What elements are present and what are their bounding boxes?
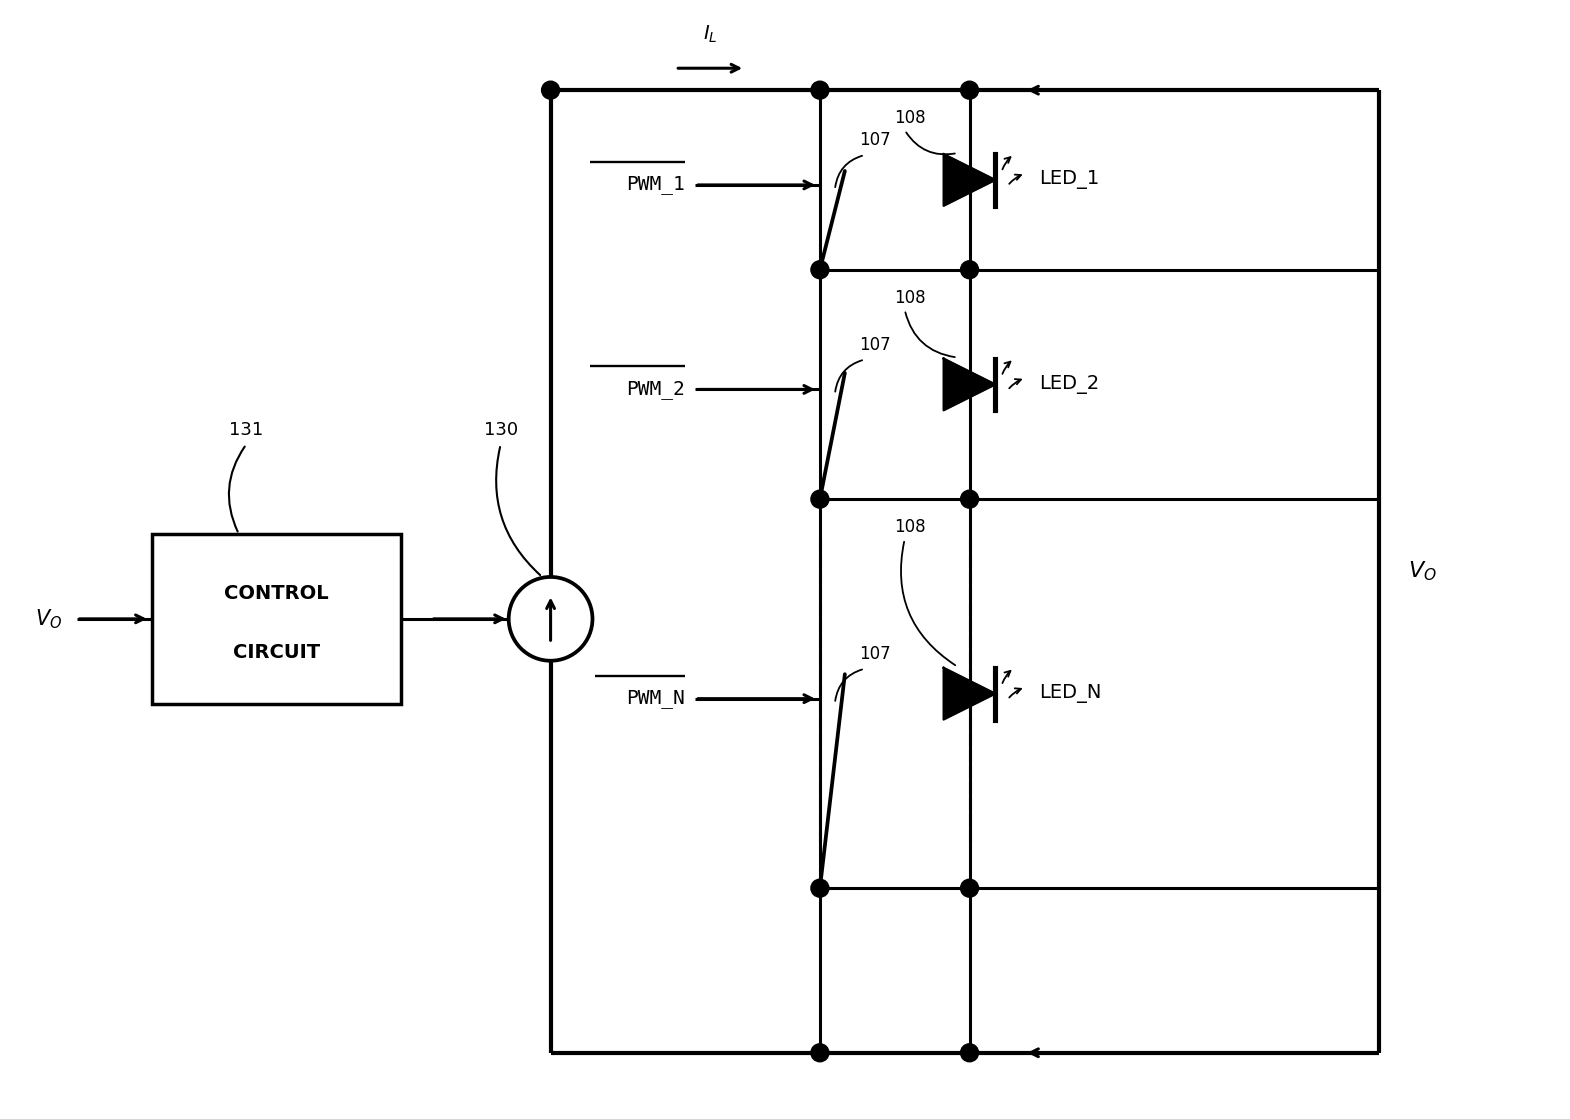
Circle shape [812, 261, 829, 279]
Text: LED_N: LED_N [1039, 684, 1102, 703]
Text: 107: 107 [859, 645, 890, 662]
Circle shape [961, 82, 978, 100]
Text: 131: 131 [229, 421, 264, 440]
FancyBboxPatch shape [152, 534, 400, 704]
Polygon shape [944, 154, 995, 206]
Circle shape [961, 261, 978, 279]
Text: PWM_1: PWM_1 [626, 176, 685, 195]
Text: 107: 107 [859, 336, 890, 354]
Polygon shape [944, 358, 995, 411]
Circle shape [961, 880, 978, 897]
Text: LED_2: LED_2 [1039, 375, 1099, 394]
Circle shape [542, 82, 559, 100]
Circle shape [961, 1044, 978, 1062]
Text: $V_O$: $V_O$ [1408, 560, 1437, 583]
Circle shape [812, 1044, 829, 1062]
Text: PWM_2: PWM_2 [626, 380, 685, 398]
Text: 108: 108 [893, 518, 925, 536]
Text: 130: 130 [484, 421, 518, 440]
Text: CIRCUIT: CIRCUIT [232, 643, 320, 662]
Text: $I_L$: $I_L$ [703, 23, 717, 45]
Circle shape [812, 490, 829, 508]
Circle shape [812, 880, 829, 897]
Text: CONTROL: CONTROL [225, 584, 328, 603]
Polygon shape [944, 668, 995, 720]
Text: $V_O$: $V_O$ [35, 606, 61, 631]
Text: PWM_N: PWM_N [626, 689, 685, 708]
Circle shape [961, 490, 978, 508]
Text: PWM_N: PWM_N [626, 689, 685, 708]
Text: PWM_2: PWM_2 [626, 380, 685, 398]
Text: PWM_1: PWM_1 [626, 176, 685, 195]
Text: 108: 108 [893, 109, 925, 128]
Circle shape [812, 82, 829, 100]
Text: 108: 108 [893, 289, 925, 307]
Text: LED_1: LED_1 [1039, 170, 1099, 189]
Text: 107: 107 [859, 131, 890, 149]
